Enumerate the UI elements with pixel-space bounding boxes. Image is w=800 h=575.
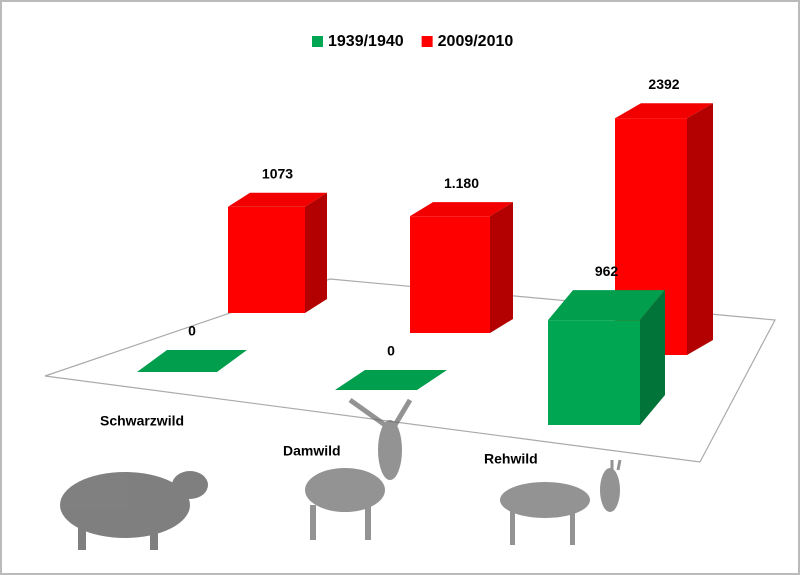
value-label: 1.180 xyxy=(444,175,479,191)
legend-swatch xyxy=(312,36,323,47)
category-label: Rehwild xyxy=(484,451,538,467)
bar xyxy=(410,216,490,333)
bar-top xyxy=(410,202,513,217)
bar-top xyxy=(548,290,665,321)
bar-side xyxy=(305,192,327,313)
value-label: 1073 xyxy=(262,165,293,181)
bar-top xyxy=(228,192,327,207)
bar xyxy=(228,206,305,313)
bar-top xyxy=(615,103,713,119)
legend-swatch xyxy=(421,36,433,47)
legend-text: 1939/1940 xyxy=(328,33,404,50)
bar-top xyxy=(335,370,447,390)
bar-side xyxy=(687,103,713,355)
bar xyxy=(548,320,640,425)
roe-deer-illustration xyxy=(500,459,622,545)
value-label: 0 xyxy=(387,343,395,359)
legend-text: 2009/2010 xyxy=(438,33,514,50)
category-label: Schwarzwild xyxy=(100,413,184,429)
boar-illustration xyxy=(60,471,208,550)
value-label: 962 xyxy=(595,263,619,279)
value-label: 2392 xyxy=(648,76,679,92)
bar-side xyxy=(640,290,665,425)
value-label: 0 xyxy=(188,323,196,339)
bar-side xyxy=(490,202,513,333)
bar-top xyxy=(137,350,247,372)
category-label: Damwild xyxy=(283,443,341,459)
fallow-deer-illustration xyxy=(305,397,413,540)
